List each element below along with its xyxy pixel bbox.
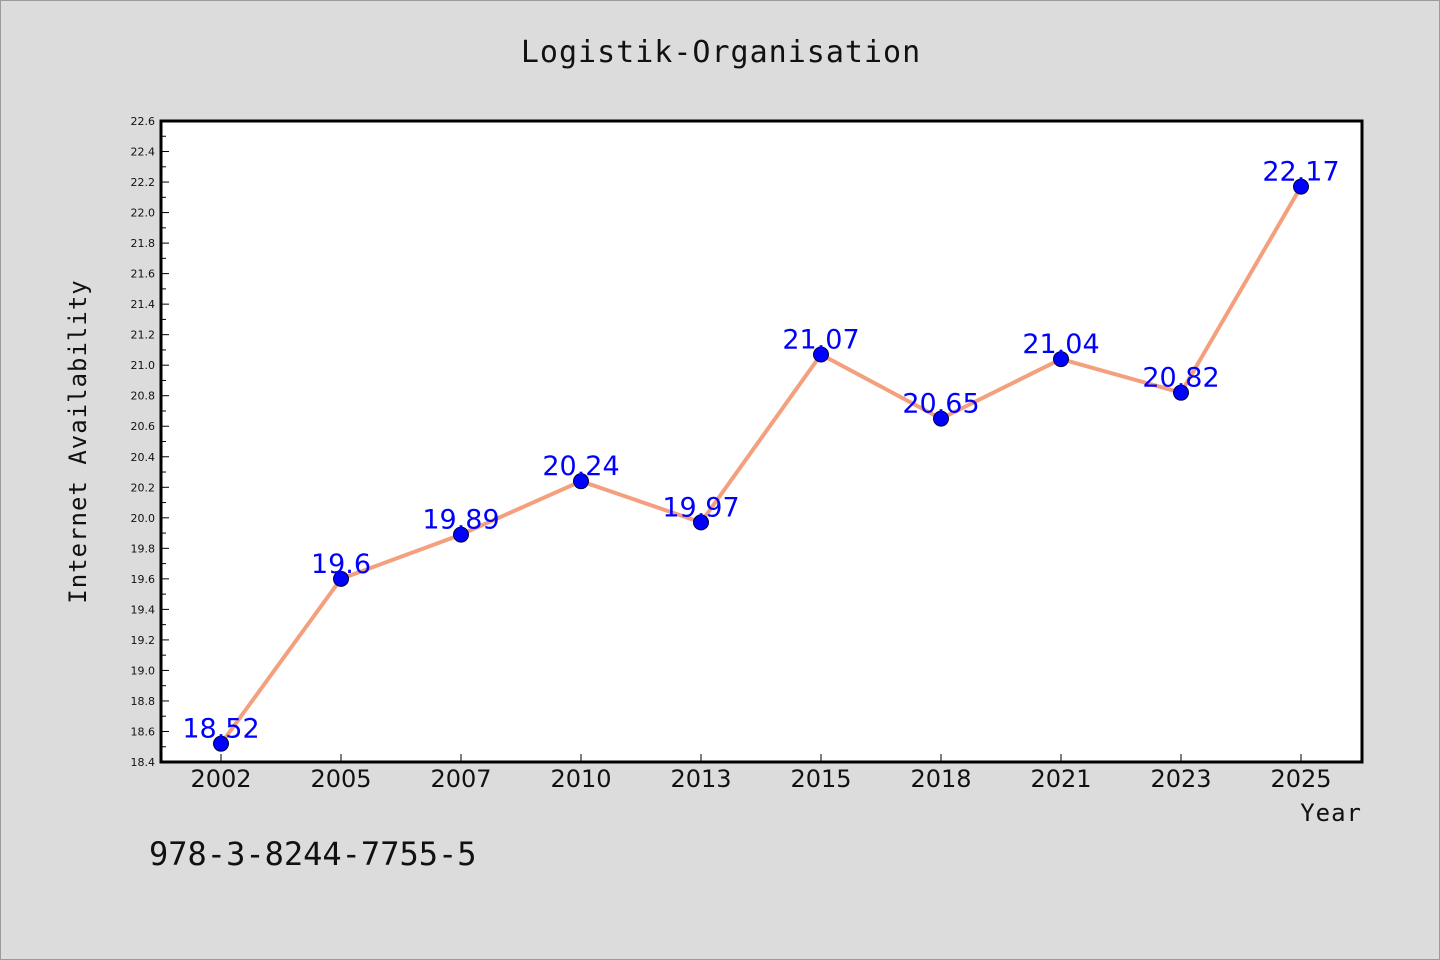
data-point: [573, 473, 589, 490]
y-axis-label: Internet Availability: [64, 279, 92, 603]
y-tick-label: 18.4: [131, 756, 156, 769]
y-tick-label: 19.6: [131, 573, 156, 586]
y-tick-label: 20.8: [131, 390, 156, 403]
x-tick-label: 2002: [190, 765, 251, 793]
y-tick-label: 22.6: [131, 115, 156, 128]
data-label: 22.17: [1262, 157, 1339, 188]
x-tick-label: 2010: [550, 765, 611, 793]
x-tick-label: 2005: [310, 765, 371, 793]
data-label: 19.6: [311, 549, 371, 580]
data-point: [453, 526, 469, 543]
y-tick-label: 20.0: [131, 512, 156, 525]
data-label: 18.52: [182, 714, 259, 745]
data-point: [693, 514, 709, 531]
data-point: [1173, 384, 1189, 401]
y-tick-label: 21.8: [131, 237, 156, 250]
data-label: 19.97: [662, 492, 739, 523]
y-tick-label: 22.0: [131, 207, 156, 220]
y-tick-label: 20.4: [131, 451, 156, 464]
y-tick-label: 21.0: [131, 359, 156, 372]
plot-area: [161, 121, 1362, 762]
data-label: 21.04: [1022, 329, 1099, 360]
data-point: [813, 346, 829, 363]
y-tick-label: 19.8: [131, 542, 156, 555]
data-point: [213, 735, 229, 752]
data-label: 19.89: [422, 505, 499, 536]
x-tick-label: 2025: [1270, 765, 1331, 793]
y-tick-label: 18.8: [131, 695, 156, 708]
data-label: 21.07: [782, 325, 859, 356]
x-tick-label: 2015: [790, 765, 851, 793]
series-line: [219, 184, 1303, 746]
data-label: 20.82: [1142, 363, 1219, 394]
x-tick-label: 2018: [910, 765, 971, 793]
y-tick-label: 21.2: [131, 329, 156, 342]
data-label: 20.24: [542, 451, 619, 482]
y-tick-label: 19.0: [131, 664, 156, 677]
y-tick-label: 20.2: [131, 481, 156, 494]
y-tick-label: 22.4: [131, 146, 156, 159]
chart-title: Logistik-Organisation: [520, 35, 922, 70]
y-tick-label: 21.6: [131, 268, 156, 281]
plot-frame: [159, 119, 1364, 764]
x-axis-label: Year: [1300, 799, 1362, 827]
data-point: [333, 570, 349, 587]
x-tick-label: 2023: [1150, 765, 1211, 793]
x-tick-label: 2007: [430, 765, 491, 793]
y-tick-label: 20.6: [131, 420, 156, 433]
y-tick-label: 18.6: [131, 725, 156, 738]
data-point: [933, 410, 949, 427]
x-tick-label: 2021: [1030, 765, 1091, 793]
data-label: 20.65: [902, 389, 979, 420]
y-tick-label: 22.2: [131, 176, 156, 189]
data-point: [1053, 351, 1069, 368]
data-point: [1293, 178, 1309, 195]
footnote-isbn: 978-3-8244-7755-5: [149, 835, 477, 873]
x-tick-label: 2013: [670, 765, 731, 793]
y-tick-label: 21.4: [131, 298, 156, 311]
y-tick-label: 19.2: [131, 634, 156, 647]
y-tick-label: 19.4: [131, 603, 156, 616]
